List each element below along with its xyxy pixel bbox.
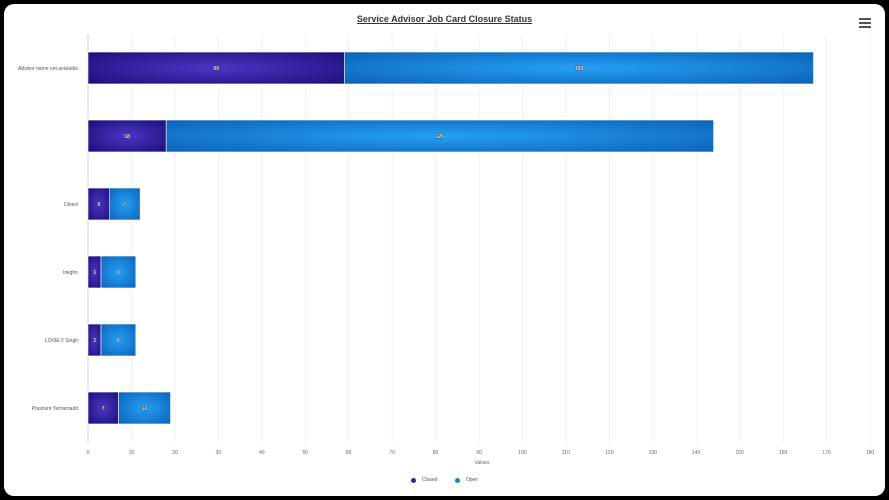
x-tick-label: 10 [129,450,135,456]
legend-item-closed[interactable]: Closed [410,477,438,483]
grid-lines [87,34,871,442]
x-tick-label: 150 [735,450,744,456]
bar-closed[interactable] [87,51,345,85]
data-label-closed: 18 [124,134,130,140]
x-tick-label: 130 [649,450,658,456]
bar-open[interactable] [344,51,814,85]
x-axis-title: Values [475,460,490,466]
x-tick-label: 60 [346,450,352,456]
data-label-open: 8 [117,338,120,344]
chart-title: Service Advisor Job Card Closure Status [356,14,533,24]
x-tick-label: 170 [822,450,831,456]
x-tick-label: 70 [389,450,395,456]
x-tick-label: 110 [562,450,570,456]
legend-marker-open [454,477,460,483]
data-label-open: 126 [436,134,445,140]
x-tick-label: 80 [433,450,439,456]
x-tick-label: 160 [779,450,788,456]
x-tick-label: 140 [692,450,701,456]
x-tick-label: 50 [302,450,308,456]
x-tick-labels: 0 10 20 30 40 50 60 70 80 90 100 110 120 130 140 150 160… [87,450,875,456]
x-tick-label: 40 [259,450,265,456]
bar-open[interactable] [100,255,137,289]
legend-item-open[interactable]: Open [454,477,479,483]
bar-open[interactable] [165,119,714,153]
data-label-closed: 3 [93,338,96,344]
data-label-closed: 7 [102,406,105,412]
data-label-closed: 3 [93,270,96,276]
data-label-open: 8 [117,270,120,276]
category-labels: Advisor name not available Dinesl Inkghn LO… [18,66,78,412]
category-label: Advisor name not available [18,66,78,72]
data-label-closed: 5 [97,202,100,208]
data-label-open: 12 [142,406,148,412]
data-label-closed: 59 [213,66,219,72]
legend-marker-closed [410,477,416,483]
chart-container: Service Advisor Job Card Closure Status … [4,4,885,496]
bar-chart: 59 108 18 126 5 7 3 8 3 8 7 12 Advisor name not ava… [18,34,875,466]
category-label: LOVELY Singh [45,338,78,344]
category-label: Inkghn [63,270,78,276]
x-tick-label: 30 [216,450,222,456]
bar-open[interactable] [109,187,141,221]
x-tick-label: 180 [866,450,875,456]
x-tick-label: 0 [87,450,90,456]
x-tick-label: 20 [172,450,178,456]
legend-label-closed: Closed [421,477,438,483]
data-label-open: 108 [575,66,584,72]
bar-open[interactable] [100,323,137,357]
x-tick-label: 120 [605,450,614,456]
x-tick-label: 100 [518,450,527,456]
bar-open[interactable] [118,391,171,425]
hamburger-menu-icon[interactable] [859,18,871,28]
bars: 59 108 18 126 5 7 3 8 3 8 7 12 [87,51,814,425]
x-tick-label: 90 [476,450,482,456]
legend: Closed Open [4,477,885,485]
category-label: Dinesl [64,202,78,208]
data-label-open: 7 [124,202,127,208]
legend-label-open: Open [465,477,479,483]
category-label: Prashsnt Yemarnadd [32,406,79,412]
